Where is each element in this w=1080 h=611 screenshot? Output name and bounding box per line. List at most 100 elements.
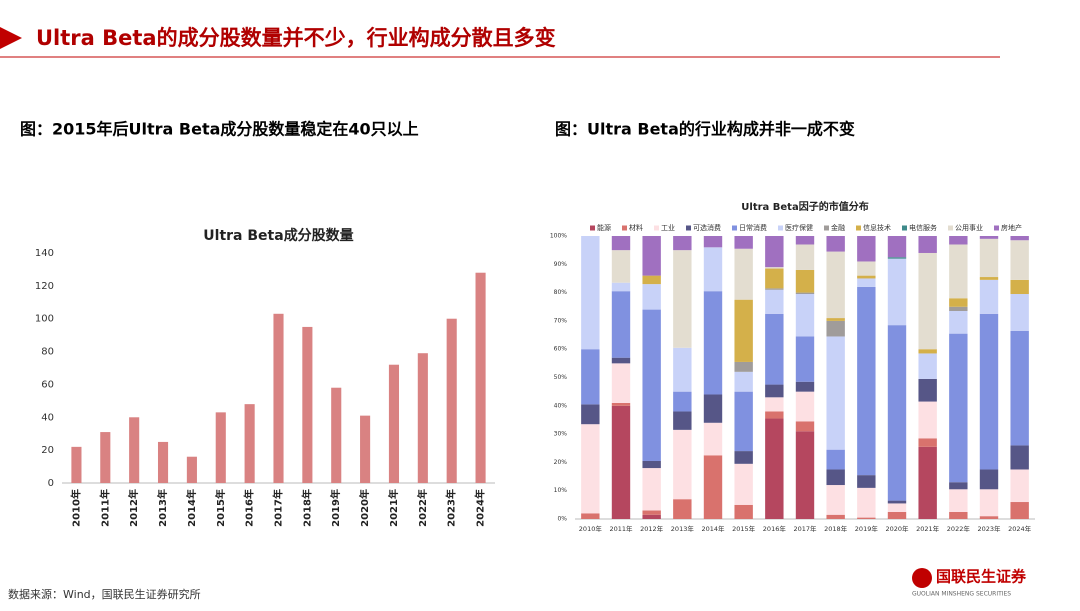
bar-segment <box>734 463 753 505</box>
x-tick-label: 2022年 <box>416 489 429 527</box>
bar-segment <box>703 394 723 423</box>
y-tick-label: 100 <box>35 314 54 325</box>
bar-segment <box>979 238 999 278</box>
bar-segment <box>795 236 815 245</box>
y-tick-label: 40% <box>554 402 568 409</box>
bar-segment <box>826 236 845 252</box>
legend-swatch <box>948 225 953 231</box>
legend-swatch <box>778 225 783 231</box>
bar-segment <box>979 279 999 314</box>
bar-segment <box>703 291 723 395</box>
x-tick-label: 2020年 <box>358 489 371 527</box>
bar-segment <box>734 361 753 372</box>
bar-segment <box>949 236 968 245</box>
y-tick-label: 70% <box>554 317 568 324</box>
bar-segment <box>949 511 968 519</box>
bar-segment <box>1010 502 1029 519</box>
bar-segment <box>581 236 600 350</box>
bar-segment <box>979 277 999 280</box>
bar <box>475 272 486 483</box>
legend-swatch <box>654 225 659 231</box>
bar-segment <box>611 402 631 406</box>
bar-segment <box>857 278 876 287</box>
legend-swatch <box>732 225 737 231</box>
y-tick-label: 60 <box>41 379 54 390</box>
bar-segment <box>826 469 845 486</box>
x-tick-label: 2018年 <box>824 524 848 533</box>
x-tick-label: 2024年 <box>474 489 487 527</box>
legend-label: 医疗保健 <box>785 223 813 232</box>
x-tick-label: 2011年 <box>98 489 111 527</box>
bar-segment <box>734 371 753 392</box>
bar-segment <box>673 429 692 500</box>
y-tick-label: 90% <box>554 261 568 268</box>
bar-segment <box>949 333 968 483</box>
y-tick-label: 100% <box>550 233 567 240</box>
x-tick-label: 2015年 <box>214 489 227 527</box>
legend-swatch <box>622 225 627 231</box>
bar-segment <box>1010 294 1029 331</box>
bar-segment <box>734 504 753 519</box>
bar-segment <box>642 468 661 511</box>
bar-segment <box>887 500 907 504</box>
bar <box>446 318 457 483</box>
bar-segment <box>918 378 937 402</box>
bar <box>71 446 82 483</box>
bar <box>331 387 342 483</box>
bar <box>388 364 400 483</box>
bar-segment <box>949 482 968 490</box>
bar-segment <box>795 269 815 293</box>
x-tick-label: 2022年 <box>947 524 971 533</box>
bar-segment <box>887 258 907 326</box>
bar-segment <box>857 261 876 276</box>
bar-segment <box>734 451 753 464</box>
legend-label: 工业 <box>661 223 675 232</box>
bar-segment <box>857 275 876 279</box>
legend-swatch <box>686 225 691 231</box>
bar-segment <box>1010 236 1029 241</box>
y-tick-label: 20 <box>41 445 54 456</box>
left-caption: 图：2015年后Ultra Beta成分股数量稳定在40只以上 <box>20 120 419 139</box>
bar-segment <box>765 397 784 412</box>
bar-segment <box>857 236 876 262</box>
y-tick-label: 60% <box>554 346 568 353</box>
x-tick-label: 2017年 <box>793 524 817 533</box>
bar <box>360 415 371 483</box>
x-tick-label: 2015年 <box>732 524 756 533</box>
bar-segment <box>642 236 661 276</box>
bar <box>302 326 313 483</box>
logo-sub: GUOLIAN MINSHENG SECURITIES <box>912 591 1011 598</box>
legend-label: 公用事业 <box>955 223 983 232</box>
legend-swatch <box>902 225 907 231</box>
bar-segment <box>826 320 845 337</box>
bar-segment <box>795 336 815 382</box>
x-tick-label: 2019年 <box>855 524 879 533</box>
bar-segment <box>918 438 937 447</box>
logo-icon <box>912 568 932 588</box>
x-tick-label: 2012年 <box>640 524 664 533</box>
bar-segment <box>918 353 937 379</box>
x-tick-label: 2017年 <box>272 489 285 527</box>
bar-segment <box>1010 445 1029 470</box>
legend-label: 房地产 <box>1001 223 1022 232</box>
bar-segment <box>826 485 845 515</box>
bar <box>186 456 197 483</box>
bar-segment <box>642 514 661 519</box>
x-tick-label: 2010年 <box>579 524 603 533</box>
bar-segment <box>795 292 815 295</box>
bar-segment <box>703 247 723 292</box>
bar-segment <box>826 318 845 321</box>
bar <box>129 417 140 483</box>
bar-segment <box>826 336 845 450</box>
bar-segment <box>1010 279 1029 295</box>
bar-segment <box>765 313 784 385</box>
legend-label: 信息技术 <box>863 223 891 232</box>
bar-segment <box>887 503 907 512</box>
bar <box>100 432 111 483</box>
bar-segment <box>611 363 631 403</box>
legend-label: 电信服务 <box>909 223 937 232</box>
bar-segment <box>765 236 784 268</box>
x-tick-label: 2018年 <box>300 489 313 527</box>
legend-label: 能源 <box>597 223 611 232</box>
source: 数据来源：Wind，国联民生证券研究所 <box>8 587 201 601</box>
